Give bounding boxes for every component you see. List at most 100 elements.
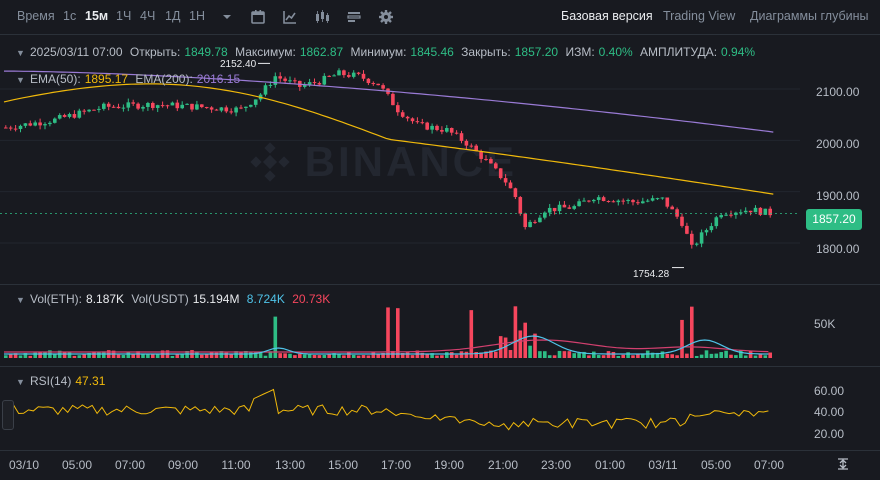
candle-body [106,103,111,107]
collapse-chevron-icon[interactable]: ▼ [16,75,25,85]
candle-body [57,115,62,119]
volume-bar [430,353,434,358]
ema-legend: ▼ EMA(50): 1895.17 EMA(200): 2016.15 [0,72,244,86]
candle-body [675,209,679,217]
interval-1s[interactable]: 1с [63,9,77,23]
vol-usdt-value: 15.194M [192,292,240,306]
volume-bar [342,355,346,358]
candle-body [577,201,581,207]
candle-body [307,82,312,85]
volume-bar [743,355,748,358]
volume-bar [494,351,498,358]
volume-bar [283,353,287,358]
candle-body [557,204,562,212]
volume-bar [626,352,630,358]
volume-bar [498,336,503,358]
candle-body [293,80,297,82]
price-axis-label: 2100.00 [816,85,860,99]
view-tradingview[interactable]: Trading View [663,9,736,23]
open-label: Открыть: [129,45,181,59]
candle-type-icon[interactable] [314,9,330,25]
high-marker-label: 2152.40 [220,59,257,70]
volume-bar [97,352,101,358]
watermark-text: BINANCE [304,138,518,185]
settings-icon[interactable] [378,9,394,25]
chart-toolbar: Время 1с 15м 1Ч 4Ч 1Д 1Н Базовая версия … [0,0,880,34]
candle-body [82,110,86,112]
candle-body [670,206,674,210]
candle-body [699,232,704,244]
time-axis-label: 05:00 [700,458,732,472]
candle-body [543,212,547,218]
price-axis-label: 1900.00 [816,189,860,203]
candle-body [611,201,616,203]
volume-bar [273,316,278,358]
change-value: 0.40% [598,45,633,59]
volume-bar [518,330,523,358]
volume-bar [582,351,586,358]
toolbar-divider [0,34,880,35]
interval-4h[interactable]: 4Ч [140,9,156,23]
time-label[interactable]: Время [17,9,55,23]
volume-bar [87,352,91,358]
volume-bar [209,351,214,358]
volume-bar [131,354,135,358]
interval-1w[interactable]: 1Н [189,9,205,23]
volume-bar [33,352,37,358]
volume-bar [278,353,282,358]
collapse-chevron-icon[interactable]: ▼ [16,48,25,58]
time-axis-label: 23:00 [540,458,572,472]
template-icon[interactable] [346,9,362,25]
rsi-axis-label: 60.00 [814,384,845,398]
interval-1h[interactable]: 1Ч [116,9,132,23]
chevron-down-icon[interactable] [219,9,235,25]
volume-bar [621,354,625,358]
calendar-icon[interactable] [250,9,266,25]
volume-bar [327,354,331,358]
panel-resize-handle[interactable] [2,400,14,430]
interval-15m[interactable]: 15м [85,9,109,23]
volume-bar [641,353,645,358]
candle-body [92,109,96,111]
candle-body [268,84,273,86]
indicator-icon[interactable] [282,9,298,25]
volume-bar [268,351,273,358]
candle-body [302,84,307,87]
price-axis-label: 1800.00 [816,242,860,256]
volume-bar [660,351,665,358]
collapse-chevron-icon[interactable]: ▼ [16,377,25,387]
view-depth[interactable]: Диаграммы глубины [750,9,869,23]
volume-bar [13,353,18,358]
volume-bar [332,353,336,358]
candle-body [758,207,763,215]
volume-legend: ▼ Vol(ETH): 8.187K Vol(USDT) 15.194M 8.724K… [0,292,334,306]
interval-1d[interactable]: 1Д [165,9,181,23]
candle-body [185,103,189,105]
rsi-axis-label: 20.00 [814,427,845,441]
volume-bar [102,351,106,358]
axis-settings-icon[interactable] [836,457,850,471]
candle-body [513,188,518,198]
collapse-chevron-icon[interactable]: ▼ [16,295,25,305]
candle-body [538,217,542,223]
price-axis-label: 2000.00 [816,137,860,151]
candle-body [768,208,772,216]
volume-bar [547,355,552,358]
candle-body [317,83,322,85]
volume-bar [479,352,483,358]
view-basic[interactable]: Базовая версия [561,9,653,23]
volume-bar [577,352,581,358]
ohlc-datetime: 2025/03/11 07:00 [30,45,123,59]
candle-body [131,102,135,104]
candle-body [190,103,194,110]
candle-body [454,132,459,134]
volume-bar [38,351,42,358]
volume-bar [229,354,233,358]
rsi-line [3,388,769,431]
volume-bar [533,333,537,358]
current-price-tag: 1857.20 [806,209,862,230]
candle-body [146,102,150,107]
candle-body [430,125,434,130]
vol-usdt-label: Vol(USDT) [131,292,189,306]
